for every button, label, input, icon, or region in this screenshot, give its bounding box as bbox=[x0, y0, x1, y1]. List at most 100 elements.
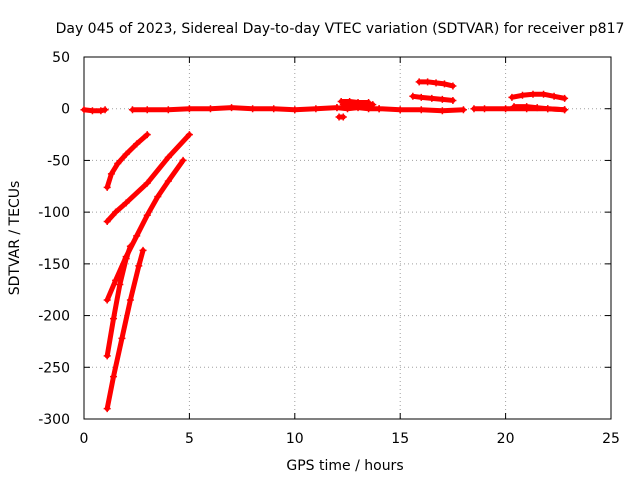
series-trace bbox=[104, 243, 133, 359]
grid-layer bbox=[84, 57, 611, 419]
data-point-marker bbox=[409, 92, 417, 100]
data-point-marker bbox=[540, 90, 548, 98]
y-tick-label: -150 bbox=[38, 257, 70, 273]
data-point-marker bbox=[128, 106, 136, 114]
data-point-marker bbox=[470, 105, 478, 113]
x-axis-label: GPS time / hours bbox=[286, 458, 403, 474]
data-point-marker bbox=[339, 101, 347, 109]
data-point-marker bbox=[360, 102, 368, 110]
data-point-marker bbox=[270, 105, 278, 113]
data-point-marker bbox=[438, 107, 446, 115]
data-point-marker bbox=[518, 91, 526, 99]
tick-layer: 0 5 10 15 20 25 50 0 -50 -100 -150 -200 -250 -300 bbox=[38, 50, 620, 447]
data-point-marker bbox=[438, 95, 446, 103]
data-point-marker bbox=[523, 103, 531, 111]
series-baseline-14-18 bbox=[375, 105, 467, 115]
data-point-marker bbox=[369, 101, 377, 109]
data-point-marker bbox=[529, 90, 537, 98]
data-point-marker bbox=[508, 93, 516, 101]
x-tick-label: 0 bbox=[80, 431, 89, 447]
series-arc-16-upper bbox=[415, 78, 457, 90]
data-point-marker bbox=[432, 79, 440, 87]
series-arc-21-low bbox=[510, 103, 569, 114]
series-arc-12-mid bbox=[339, 101, 377, 110]
data-point-marker bbox=[339, 113, 347, 121]
data-point-marker bbox=[133, 232, 141, 240]
y-axis-label: SDTVAR / TECUs bbox=[7, 181, 23, 296]
data-point-marker bbox=[459, 106, 467, 114]
data-point-marker bbox=[449, 82, 457, 90]
data-point-marker bbox=[333, 104, 341, 112]
series-descent-e bbox=[103, 246, 147, 413]
data-point-marker bbox=[143, 179, 151, 187]
data-point-marker bbox=[428, 94, 436, 102]
data-point-marker bbox=[110, 373, 118, 381]
data-point-marker bbox=[112, 276, 120, 284]
series-trace bbox=[104, 132, 150, 190]
data-point-marker bbox=[122, 255, 130, 263]
data-point-marker bbox=[116, 281, 124, 289]
x-tick-label: 10 bbox=[286, 431, 304, 447]
data-point-marker bbox=[185, 131, 193, 139]
series-arc-16-lower bbox=[409, 92, 457, 104]
data-point-marker bbox=[249, 105, 257, 113]
y-tick-label: -50 bbox=[47, 153, 70, 169]
data-point-marker bbox=[179, 156, 187, 164]
series-arc-12-low bbox=[335, 113, 347, 121]
data-point-marker bbox=[135, 262, 143, 270]
data-point-marker bbox=[80, 106, 88, 114]
series-descent-c bbox=[103, 156, 187, 304]
data-point-marker bbox=[118, 334, 126, 342]
x-tick-label: 20 bbox=[497, 431, 515, 447]
series-descent-d bbox=[103, 242, 134, 360]
data-point-marker bbox=[415, 78, 423, 86]
data-point-marker bbox=[561, 106, 569, 114]
data-point-marker bbox=[550, 92, 558, 100]
data-point-marker bbox=[114, 160, 122, 168]
series-descent-b bbox=[103, 131, 193, 225]
y-tick-label: 0 bbox=[61, 102, 70, 118]
data-point-marker bbox=[544, 105, 552, 113]
data-point-marker bbox=[88, 107, 96, 115]
data-point-marker bbox=[143, 131, 151, 139]
data-point-marker bbox=[126, 242, 134, 250]
data-point-marker bbox=[206, 105, 214, 113]
data-point-marker bbox=[110, 315, 118, 323]
data-point-marker bbox=[164, 153, 172, 161]
data-point-marker bbox=[417, 93, 425, 101]
x-tick-label: 15 bbox=[391, 431, 409, 447]
y-tick-label: 50 bbox=[52, 50, 70, 66]
series-trace bbox=[340, 102, 376, 109]
data-point-marker bbox=[312, 105, 320, 113]
data-point-marker bbox=[133, 140, 141, 148]
series-trace bbox=[104, 157, 186, 303]
data-point-marker bbox=[481, 105, 489, 113]
data-point-marker bbox=[502, 105, 510, 113]
x-tick-label: 5 bbox=[185, 431, 194, 447]
series-arc-21 bbox=[508, 90, 569, 102]
data-point-marker bbox=[103, 405, 111, 413]
data-point-marker bbox=[126, 296, 134, 304]
data-point-marker bbox=[417, 106, 425, 114]
data-point-marker bbox=[228, 104, 236, 112]
data-point-marker bbox=[291, 106, 299, 114]
series-descent-a bbox=[103, 131, 151, 191]
data-point-marker bbox=[164, 106, 172, 114]
series-baseline-start bbox=[80, 106, 109, 115]
series-trace bbox=[104, 132, 192, 224]
data-layer bbox=[80, 78, 569, 413]
x-tick-label: 25 bbox=[602, 431, 620, 447]
data-point-marker bbox=[103, 183, 111, 191]
data-point-marker bbox=[510, 103, 518, 111]
data-point-marker bbox=[143, 211, 151, 219]
data-point-marker bbox=[449, 96, 457, 104]
data-point-marker bbox=[103, 352, 111, 360]
data-point-marker bbox=[103, 296, 111, 304]
data-point-marker bbox=[561, 94, 569, 102]
data-point-marker bbox=[107, 170, 115, 178]
data-point-marker bbox=[112, 208, 120, 216]
data-point-marker bbox=[139, 246, 147, 254]
y-tick-label: -250 bbox=[38, 360, 70, 376]
